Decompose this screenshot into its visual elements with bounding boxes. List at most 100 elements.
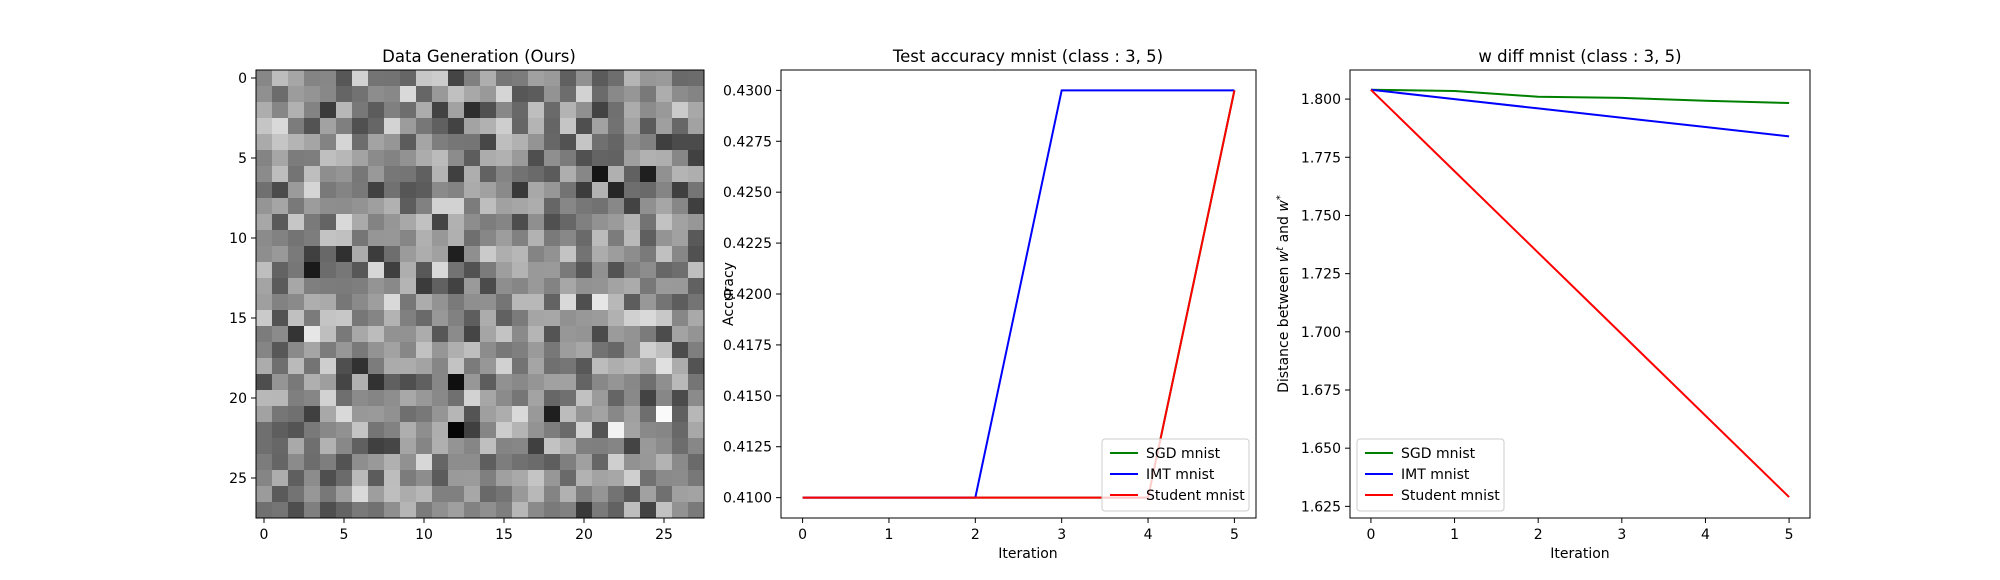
heatmap-cell [256, 406, 273, 423]
heatmap-cell [672, 374, 689, 391]
heatmap-cell [416, 502, 433, 519]
heatmap-cell [368, 214, 385, 231]
heatmap-cell [544, 454, 561, 471]
legend-label: IMT mnist [1401, 467, 1470, 483]
heatmap-cell [544, 374, 561, 391]
heatmap-cell [400, 374, 417, 391]
heatmap-cell [416, 486, 433, 503]
heatmap-cell [624, 438, 641, 455]
wdiff-y-label-and: and [1276, 212, 1292, 247]
heatmap-cell [512, 470, 529, 487]
series-line-imt-mnist [802, 89, 1235, 499]
heatmap-cell [624, 342, 641, 359]
heatmap-cell [592, 278, 609, 295]
heatmap-cell [688, 502, 705, 519]
heatmap-cell [576, 422, 593, 439]
heatmap-cell [464, 438, 481, 455]
heatmap-cell [560, 438, 577, 455]
heatmap-cell [688, 422, 705, 439]
heatmap-cell [464, 278, 481, 295]
legend-box [1101, 438, 1250, 512]
heatmap-cell [672, 182, 689, 199]
heatmap-cell [688, 278, 705, 295]
wdiff-axes-frame [1349, 69, 1811, 519]
heatmap-cell [320, 342, 337, 359]
wdiff-y-label-w: w [1276, 250, 1292, 262]
heatmap-cell [368, 486, 385, 503]
heatmap-cell [432, 454, 449, 471]
heatmap-cell [320, 454, 337, 471]
heatmap-cell [624, 454, 641, 471]
heatmap-cell [544, 422, 561, 439]
heatmap-cell [480, 118, 497, 135]
heatmap-cell [640, 278, 657, 295]
y-tick-label: 0.4200 [723, 287, 772, 303]
heatmap-cell [528, 390, 545, 407]
heatmap-cell [608, 422, 625, 439]
heatmap-cell [624, 406, 641, 423]
heatmap-cell [480, 102, 497, 119]
heatmap-cell [256, 70, 273, 87]
heatmap-cell [512, 358, 529, 375]
heatmap-cell [640, 486, 657, 503]
heatmap-cell [320, 406, 337, 423]
heatmap-cell [672, 166, 689, 183]
heatmap-cell [528, 150, 545, 167]
heatmap-cell [672, 438, 689, 455]
heatmap-cell [400, 342, 417, 359]
heatmap-cell [272, 454, 289, 471]
heatmap-cell [304, 118, 321, 135]
heatmap-cell [352, 454, 369, 471]
heatmap-cell [496, 262, 513, 279]
heatmap-cell [656, 406, 673, 423]
heatmap-cell [544, 182, 561, 199]
heatmap-cell [416, 150, 433, 167]
heatmap-cell [496, 406, 513, 423]
wdiff-title: w diff mnist (class : 3, 5) [1478, 47, 1681, 66]
heatmap-cell [288, 374, 305, 391]
heatmap-cell [656, 358, 673, 375]
heatmap-cell [608, 358, 625, 375]
heatmap-cell [560, 358, 577, 375]
heatmap-cell [448, 70, 465, 87]
heatmap-cell [528, 422, 545, 439]
heatmap-cell [432, 358, 449, 375]
heatmap-cell [528, 262, 545, 279]
heatmap-cell [384, 86, 401, 103]
heatmap-cell [400, 230, 417, 247]
heatmap-cell [256, 470, 273, 487]
heatmap-cell [336, 294, 353, 311]
heatmap-cell [320, 470, 337, 487]
heatmap-cell [432, 102, 449, 119]
heatmap-cell [464, 390, 481, 407]
heatmap-x-tick-label: 25 [655, 527, 673, 543]
heatmap-cell [352, 198, 369, 215]
heatmap-cell [576, 134, 593, 151]
heatmap-cell [496, 502, 513, 519]
heatmap-cell [480, 390, 497, 407]
heatmap-cell [464, 86, 481, 103]
heatmap-cell [576, 390, 593, 407]
heatmap-cell [304, 342, 321, 359]
heatmap-cell [672, 310, 689, 327]
x-tick-label: 5 [1785, 527, 1794, 543]
heatmap-cell [608, 438, 625, 455]
heatmap-cell [496, 470, 513, 487]
heatmap-cell [304, 310, 321, 327]
heatmap-cell [416, 118, 433, 135]
y-tick-label: 0.4250 [723, 185, 772, 201]
heatmap-cell [624, 422, 641, 439]
heatmap-cell [448, 310, 465, 327]
heatmap-y-tick-label: 20 [229, 391, 247, 407]
heatmap-cell [608, 278, 625, 295]
heatmap-x-tick-label: 15 [495, 527, 513, 543]
x-tick-label: 2 [1534, 527, 1543, 543]
heatmap-cell [448, 198, 465, 215]
y-tick-label: 1.700 [1301, 325, 1341, 341]
heatmap-cell [576, 470, 593, 487]
heatmap-cell [640, 358, 657, 375]
heatmap-cell [480, 374, 497, 391]
heatmap-cell [400, 150, 417, 167]
heatmap-cell [256, 134, 273, 151]
heatmap-cell [624, 294, 641, 311]
